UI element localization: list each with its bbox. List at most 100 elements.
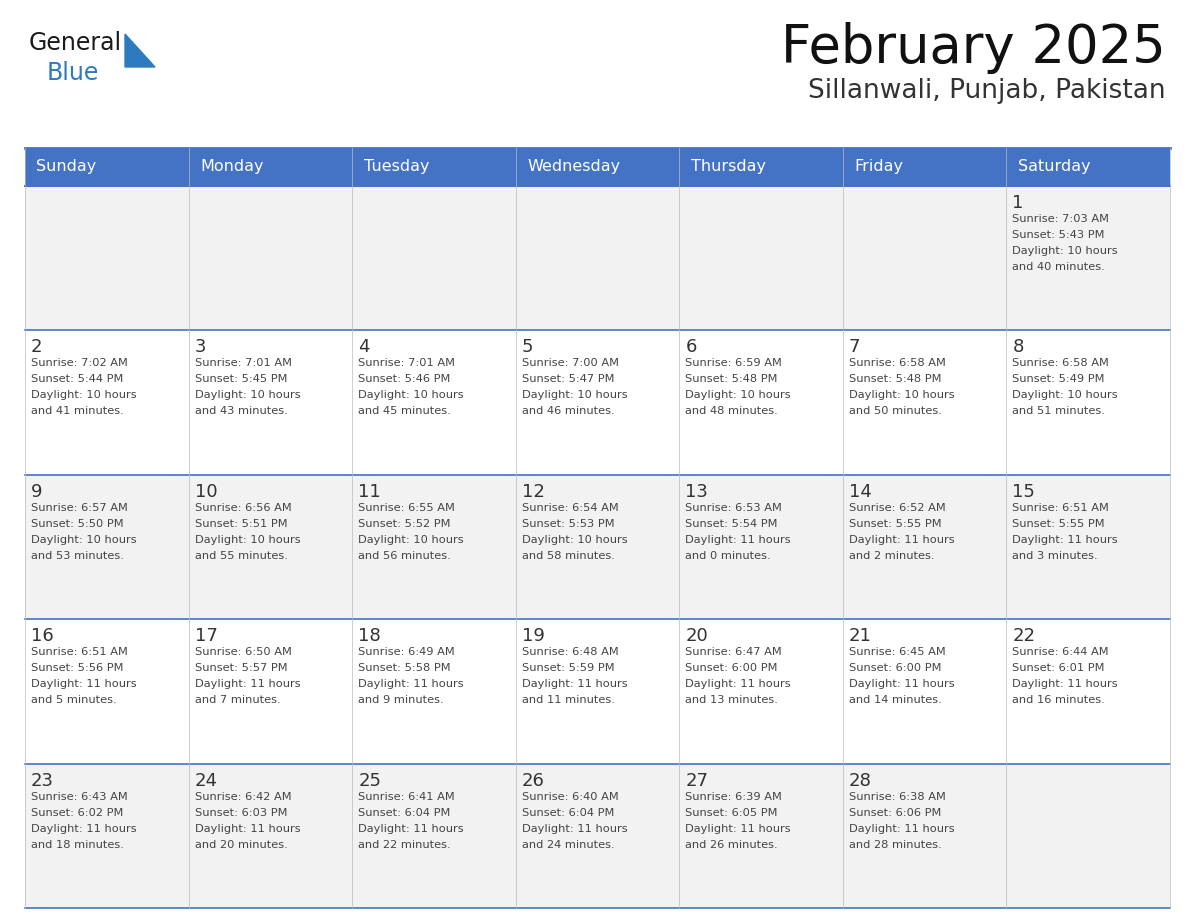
Text: and 2 minutes.: and 2 minutes. <box>849 551 934 561</box>
Text: and 20 minutes.: and 20 minutes. <box>195 840 287 849</box>
Text: and 51 minutes.: and 51 minutes. <box>1012 407 1105 417</box>
Text: 8: 8 <box>1012 339 1024 356</box>
Text: Sunrise: 6:43 AM: Sunrise: 6:43 AM <box>31 791 128 801</box>
Text: Daylight: 10 hours: Daylight: 10 hours <box>195 535 301 544</box>
Text: Daylight: 11 hours: Daylight: 11 hours <box>1012 679 1118 689</box>
Text: and 7 minutes.: and 7 minutes. <box>195 695 280 705</box>
Text: Daylight: 11 hours: Daylight: 11 hours <box>685 823 791 834</box>
Text: 23: 23 <box>31 772 53 789</box>
Text: Sunrise: 6:42 AM: Sunrise: 6:42 AM <box>195 791 291 801</box>
Text: Daylight: 11 hours: Daylight: 11 hours <box>522 823 627 834</box>
Text: Daylight: 11 hours: Daylight: 11 hours <box>195 679 301 689</box>
Text: Sunrise: 7:01 AM: Sunrise: 7:01 AM <box>358 358 455 368</box>
Text: and 58 minutes.: and 58 minutes. <box>522 551 614 561</box>
Text: Sunday: Sunday <box>37 160 96 174</box>
Text: Thursday: Thursday <box>690 160 766 174</box>
Text: Sunrise: 6:55 AM: Sunrise: 6:55 AM <box>358 503 455 513</box>
Text: and 9 minutes.: and 9 minutes. <box>358 695 444 705</box>
Text: and 11 minutes.: and 11 minutes. <box>522 695 614 705</box>
Text: 2: 2 <box>31 339 43 356</box>
Text: 4: 4 <box>358 339 369 356</box>
Text: Sunset: 6:02 PM: Sunset: 6:02 PM <box>31 808 124 818</box>
Text: Daylight: 10 hours: Daylight: 10 hours <box>1012 246 1118 256</box>
Text: Sunrise: 6:50 AM: Sunrise: 6:50 AM <box>195 647 291 657</box>
Text: Daylight: 11 hours: Daylight: 11 hours <box>522 679 627 689</box>
Text: Sunset: 6:00 PM: Sunset: 6:00 PM <box>849 663 941 673</box>
Text: and 41 minutes.: and 41 minutes. <box>31 407 124 417</box>
Text: and 56 minutes.: and 56 minutes. <box>358 551 451 561</box>
Text: Sunrise: 7:00 AM: Sunrise: 7:00 AM <box>522 358 619 368</box>
Text: Sunrise: 6:47 AM: Sunrise: 6:47 AM <box>685 647 782 657</box>
Text: Daylight: 11 hours: Daylight: 11 hours <box>195 823 301 834</box>
Text: 3: 3 <box>195 339 206 356</box>
Text: Sunset: 6:03 PM: Sunset: 6:03 PM <box>195 808 287 818</box>
Text: 21: 21 <box>849 627 872 645</box>
Text: Sunrise: 6:41 AM: Sunrise: 6:41 AM <box>358 791 455 801</box>
Text: Sunset: 5:55 PM: Sunset: 5:55 PM <box>849 519 941 529</box>
Text: Sunrise: 6:53 AM: Sunrise: 6:53 AM <box>685 503 782 513</box>
Text: Sunset: 5:56 PM: Sunset: 5:56 PM <box>31 663 124 673</box>
Text: 22: 22 <box>1012 627 1036 645</box>
Text: and 45 minutes.: and 45 minutes. <box>358 407 451 417</box>
Text: Daylight: 11 hours: Daylight: 11 hours <box>849 679 954 689</box>
Text: Sunset: 5:58 PM: Sunset: 5:58 PM <box>358 663 450 673</box>
Text: Sunset: 5:45 PM: Sunset: 5:45 PM <box>195 375 287 385</box>
Text: Daylight: 11 hours: Daylight: 11 hours <box>31 823 137 834</box>
Text: Daylight: 10 hours: Daylight: 10 hours <box>1012 390 1118 400</box>
Text: and 3 minutes.: and 3 minutes. <box>1012 551 1098 561</box>
Text: Daylight: 10 hours: Daylight: 10 hours <box>849 390 954 400</box>
Text: Daylight: 11 hours: Daylight: 11 hours <box>1012 535 1118 544</box>
Text: Sunrise: 6:38 AM: Sunrise: 6:38 AM <box>849 791 946 801</box>
Text: Sunrise: 6:59 AM: Sunrise: 6:59 AM <box>685 358 782 368</box>
Text: Daylight: 11 hours: Daylight: 11 hours <box>685 679 791 689</box>
Text: and 5 minutes.: and 5 minutes. <box>31 695 116 705</box>
Text: 19: 19 <box>522 627 544 645</box>
Text: 26: 26 <box>522 772 544 789</box>
Text: and 46 minutes.: and 46 minutes. <box>522 407 614 417</box>
Text: Sunset: 6:04 PM: Sunset: 6:04 PM <box>522 808 614 818</box>
Text: Sunset: 5:50 PM: Sunset: 5:50 PM <box>31 519 124 529</box>
Text: and 48 minutes.: and 48 minutes. <box>685 407 778 417</box>
Text: 16: 16 <box>31 627 53 645</box>
Text: 11: 11 <box>358 483 381 501</box>
Text: and 0 minutes.: and 0 minutes. <box>685 551 771 561</box>
Text: Sunset: 6:01 PM: Sunset: 6:01 PM <box>1012 663 1105 673</box>
Text: 20: 20 <box>685 627 708 645</box>
Text: Daylight: 10 hours: Daylight: 10 hours <box>685 390 791 400</box>
Text: Sunset: 6:00 PM: Sunset: 6:00 PM <box>685 663 778 673</box>
Text: 24: 24 <box>195 772 217 789</box>
Text: and 43 minutes.: and 43 minutes. <box>195 407 287 417</box>
Text: Daylight: 10 hours: Daylight: 10 hours <box>31 535 137 544</box>
Text: and 53 minutes.: and 53 minutes. <box>31 551 124 561</box>
Text: Sunrise: 6:39 AM: Sunrise: 6:39 AM <box>685 791 782 801</box>
Text: Sunrise: 6:51 AM: Sunrise: 6:51 AM <box>1012 503 1110 513</box>
Text: Daylight: 11 hours: Daylight: 11 hours <box>685 535 791 544</box>
Text: and 24 minutes.: and 24 minutes. <box>522 840 614 849</box>
Text: Saturday: Saturday <box>1018 160 1091 174</box>
Text: 15: 15 <box>1012 483 1035 501</box>
Text: 7: 7 <box>849 339 860 356</box>
Text: Wednesday: Wednesday <box>527 160 620 174</box>
Text: 14: 14 <box>849 483 872 501</box>
Text: 17: 17 <box>195 627 217 645</box>
Text: Sunrise: 6:40 AM: Sunrise: 6:40 AM <box>522 791 619 801</box>
Text: 25: 25 <box>358 772 381 789</box>
Text: Sunset: 5:55 PM: Sunset: 5:55 PM <box>1012 519 1105 529</box>
Text: 1: 1 <box>1012 194 1024 212</box>
Text: and 28 minutes.: and 28 minutes. <box>849 840 942 849</box>
Text: Sunset: 6:06 PM: Sunset: 6:06 PM <box>849 808 941 818</box>
Text: Sunrise: 6:57 AM: Sunrise: 6:57 AM <box>31 503 128 513</box>
Text: Sunset: 5:46 PM: Sunset: 5:46 PM <box>358 375 450 385</box>
Text: Sunset: 5:43 PM: Sunset: 5:43 PM <box>1012 230 1105 240</box>
Text: Sunset: 5:59 PM: Sunset: 5:59 PM <box>522 663 614 673</box>
Text: Sunset: 5:57 PM: Sunset: 5:57 PM <box>195 663 287 673</box>
Text: Daylight: 10 hours: Daylight: 10 hours <box>195 390 301 400</box>
Text: Daylight: 11 hours: Daylight: 11 hours <box>31 679 137 689</box>
Text: Sunrise: 7:03 AM: Sunrise: 7:03 AM <box>1012 214 1110 224</box>
Text: General: General <box>29 31 122 55</box>
Text: and 14 minutes.: and 14 minutes. <box>849 695 942 705</box>
Text: 18: 18 <box>358 627 381 645</box>
Text: Sunrise: 6:49 AM: Sunrise: 6:49 AM <box>358 647 455 657</box>
Text: 9: 9 <box>31 483 43 501</box>
Text: and 22 minutes.: and 22 minutes. <box>358 840 450 849</box>
